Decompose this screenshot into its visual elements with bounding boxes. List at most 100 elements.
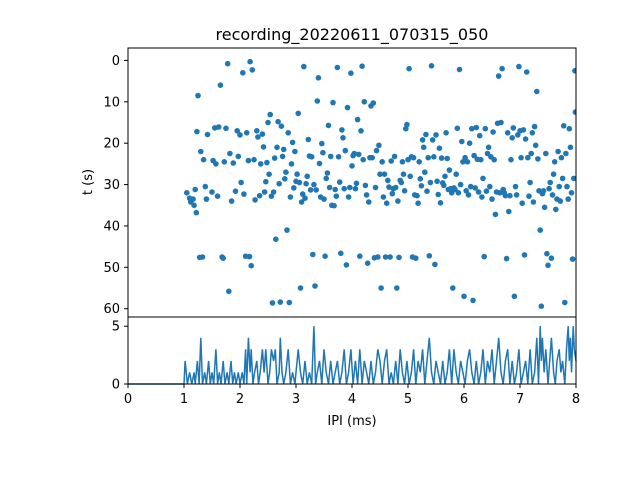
scatter-point <box>228 198 235 204</box>
scatter-point <box>549 192 556 198</box>
scatter-point <box>285 130 292 136</box>
scatter-point <box>261 189 268 195</box>
scatter-point <box>502 192 509 199</box>
scatter-point <box>512 183 519 190</box>
scatter-point <box>476 132 483 139</box>
scatter-point <box>340 135 346 141</box>
scatter-point <box>526 193 532 199</box>
scatter-point <box>519 200 525 206</box>
scatter-point <box>525 154 531 161</box>
scatter-point <box>324 170 331 176</box>
scatter-point <box>259 131 266 137</box>
scatter-point <box>427 179 434 186</box>
scatter-point <box>292 148 298 155</box>
scatter-point <box>506 208 512 215</box>
scatter-point <box>543 150 549 157</box>
scatter-point <box>515 132 521 138</box>
scatter-point <box>380 194 387 200</box>
scatter-point <box>534 88 540 95</box>
scatter-point <box>565 196 571 202</box>
scatter-point <box>473 124 480 131</box>
scatter-point <box>302 195 308 201</box>
scatter-point <box>213 161 219 167</box>
scatter-point <box>237 132 243 138</box>
scatter-point <box>305 136 312 143</box>
scatter-point <box>571 175 576 182</box>
scatter-point <box>407 173 414 180</box>
scatter-point <box>321 196 327 202</box>
scatter-point <box>438 155 445 161</box>
scatter-point <box>332 186 339 193</box>
scatter-point <box>401 188 408 194</box>
scatter-point <box>521 252 528 258</box>
scatter-point <box>276 180 283 187</box>
scatter-point <box>424 188 430 194</box>
scatter-point <box>426 253 433 259</box>
scatter-point <box>347 184 353 191</box>
scatter-point <box>383 200 390 206</box>
scatter-point <box>245 157 252 164</box>
scatter-point <box>298 199 305 205</box>
scatter-point <box>446 167 453 173</box>
scatter-point <box>434 178 440 185</box>
scatter-point <box>342 147 349 154</box>
scatter-point <box>518 154 524 161</box>
scatter-point <box>301 63 307 70</box>
scatter-point <box>200 156 207 163</box>
y-axis-label: t (s) <box>81 169 96 195</box>
scatter-point <box>257 161 264 167</box>
scatter-point <box>379 159 386 165</box>
scatter-point <box>354 116 361 123</box>
scatter-point <box>366 199 372 205</box>
scatter-point <box>240 70 246 76</box>
scatter-point <box>498 119 504 126</box>
scatter-point <box>325 122 332 129</box>
scatter-point <box>404 121 410 128</box>
scatter-point <box>353 180 360 187</box>
scatter-point <box>535 156 541 162</box>
scatter-point <box>461 293 467 300</box>
scatter-point <box>470 297 476 304</box>
scatter-point <box>423 131 429 138</box>
scatter-point <box>509 135 515 141</box>
scatter-panel: 0 10 20 30 40 50 60 <box>103 47 577 318</box>
scatter-point <box>400 171 407 177</box>
scatter-point <box>265 119 271 126</box>
scatter-point <box>480 175 486 182</box>
scatter-point <box>406 65 412 72</box>
scatter-point <box>504 130 511 136</box>
scatter-point <box>416 159 423 165</box>
scatter-point <box>283 169 289 175</box>
scatter-point <box>503 255 510 262</box>
scatter-point <box>463 188 470 194</box>
scatter-point <box>299 191 306 197</box>
scatter-point <box>443 130 449 136</box>
scatter-point <box>491 156 498 163</box>
scatter-point <box>457 181 464 188</box>
scatter-point <box>528 150 534 157</box>
scatter-point <box>251 156 257 163</box>
scatter-point <box>419 137 426 143</box>
scatter-point <box>198 148 204 155</box>
scatter-point <box>569 256 576 262</box>
scatter-point <box>417 176 424 182</box>
scatter-series <box>184 58 576 310</box>
scatter-point <box>513 192 520 198</box>
scatter-point <box>297 285 304 291</box>
scatter-point <box>312 283 318 289</box>
scatter-point <box>432 261 438 268</box>
scatter-point <box>456 66 463 73</box>
scatter-point <box>253 128 260 134</box>
scatter-point <box>558 154 565 161</box>
scatter-point <box>370 100 377 106</box>
scatter-point <box>351 150 358 157</box>
scatter-point <box>209 189 215 195</box>
scatter-point <box>422 169 428 175</box>
x-tick-label: 4 <box>348 392 356 407</box>
scatter-point <box>414 192 420 199</box>
scatter-point <box>288 161 295 167</box>
scatter-point <box>378 285 384 291</box>
scatter-point <box>232 188 239 194</box>
scatter-point <box>345 194 352 200</box>
scatter-point <box>296 179 303 186</box>
